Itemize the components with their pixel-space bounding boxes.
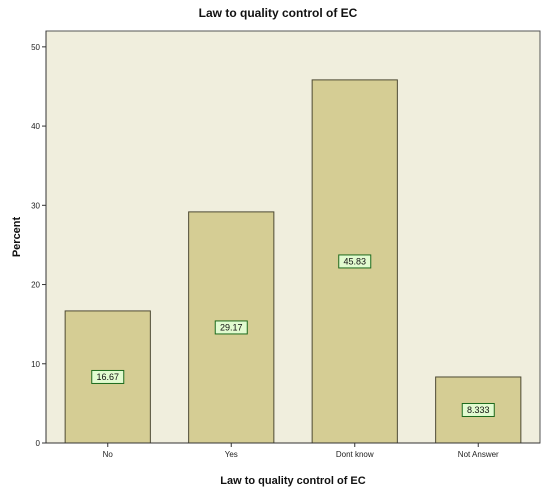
x-axis-title: Law to quality control of EC (220, 475, 366, 487)
data-label-box (461, 402, 495, 417)
y-tick-label: 0 (36, 439, 41, 448)
x-axis-ticks: No Yes Dont know Not Answer (103, 443, 499, 459)
bars-layer: 16.67 29.17 45.83 8.333 (64, 79, 522, 444)
y-axis-title: Percent (11, 216, 23, 257)
y-tick-label: 20 (31, 281, 40, 290)
data-label-box (338, 254, 372, 269)
x-tick-label: No (103, 450, 114, 459)
data-label: 29.17 (220, 323, 243, 333)
chart-title: Law to quality control of EC (199, 6, 358, 20)
y-tick-label: 30 (31, 201, 40, 210)
data-label-box (214, 320, 248, 335)
y-tick-label: 10 (31, 360, 40, 369)
y-tick-label: 40 (31, 122, 40, 131)
data-label: 8.333 (467, 405, 490, 415)
data-label-box (91, 369, 125, 384)
data-label: 45.83 (343, 257, 366, 267)
x-tick-label: Yes (225, 450, 238, 459)
x-tick-label: Dont know (336, 450, 374, 459)
y-tick-label: 50 (31, 43, 40, 52)
y-axis-ticks: 0 10 20 30 40 50 (31, 43, 46, 448)
data-label: 16.67 (96, 372, 119, 382)
x-tick-label: Not Answer (458, 450, 499, 459)
